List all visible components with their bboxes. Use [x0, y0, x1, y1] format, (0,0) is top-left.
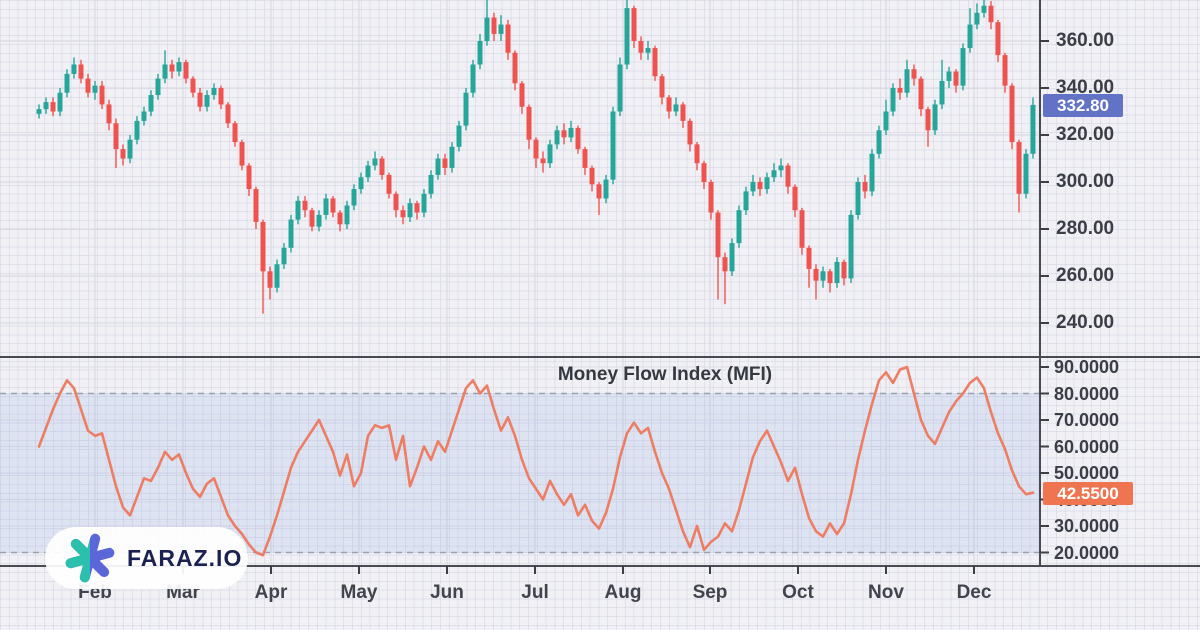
month-label-jul: Jul	[521, 582, 549, 603]
faraz-logo: FARAZ.IO	[45, 527, 248, 589]
price-axis-label: 280.00	[1056, 218, 1115, 239]
asterisk-teal-half	[65, 533, 90, 583]
mfi-axis-label: 50.0000	[1054, 463, 1120, 483]
month-label-nov: Nov	[868, 582, 904, 603]
month-label-aug: Aug	[604, 582, 642, 603]
price-axis-label: 260.00	[1056, 265, 1115, 286]
mfi-axis-label: 60.0000	[1054, 436, 1120, 457]
price-axis-label: 340.00	[1056, 77, 1115, 98]
mfi-axis-label: 20.0000	[1054, 542, 1120, 563]
month-label-oct: Oct	[782, 582, 814, 603]
price-axis-label: 240.00	[1056, 312, 1115, 333]
current-price-badge: 332.80	[1043, 93, 1123, 117]
month-label-jun: Jun	[430, 582, 464, 603]
month-label-dec: Dec	[956, 582, 992, 603]
mfi-axis-label: 90.0000	[1054, 357, 1120, 377]
month-label-apr: Apr	[254, 582, 288, 603]
mfi-value-badge: 42.5500	[1043, 481, 1133, 505]
mfi-axis-label: 30.0000	[1054, 516, 1120, 536]
price-axis-label-clipped: 380.00	[1056, 0, 1114, 5]
logo-text: FARAZ.IO	[127, 544, 243, 571]
price-axis-label: 300.00	[1056, 171, 1115, 192]
month-label-may: May	[340, 582, 378, 603]
price-axis-label: 320.00	[1056, 124, 1115, 145]
price-axis-label: 360.00	[1056, 30, 1115, 51]
month-label-sep: Sep	[692, 582, 728, 603]
mfi-axis-label: 70.0000	[1054, 410, 1120, 430]
mfi-panel-title: Money Flow Index (MFI)	[557, 364, 773, 385]
mfi-axis-label: 80.0000	[1054, 383, 1120, 404]
faraz-asterisk-icon	[65, 533, 115, 583]
